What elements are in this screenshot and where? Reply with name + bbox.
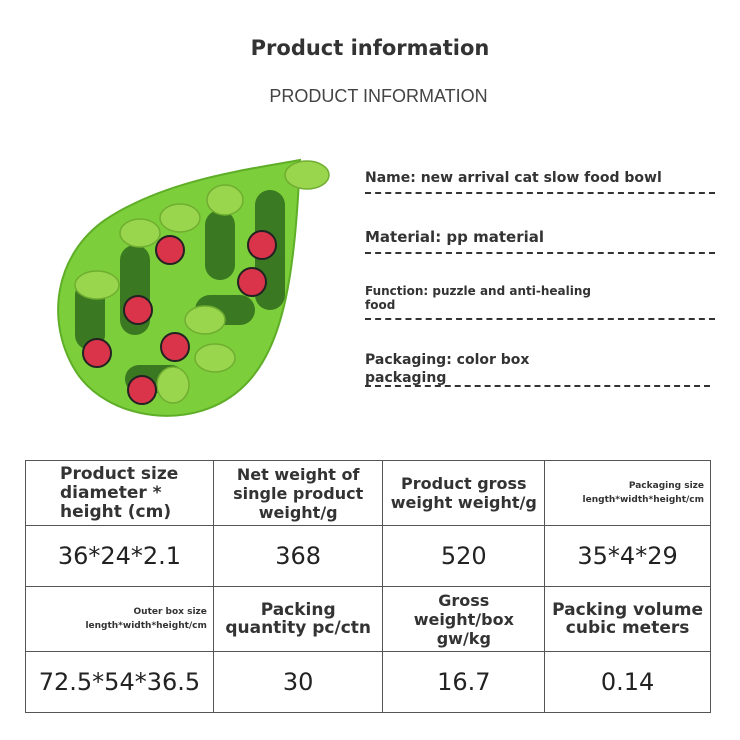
cell-packing-quantity: 30: [212, 651, 384, 713]
info-name: Name: new arrival cat slow food bowl: [365, 170, 715, 194]
cell-packaging-size: 35*4*29: [544, 525, 711, 587]
cell-product-size: 36*24*2.1: [25, 525, 214, 587]
info-name-text: Name: new arrival cat slow food bowl: [365, 170, 662, 186]
cell-packing-volume: 0.14: [544, 651, 711, 713]
header-packing-volume: Packing volume cubic meters: [544, 586, 711, 652]
header-packing-quantity: Packing quantity pc/ctn: [212, 586, 384, 652]
header-net-weight: Net weight of single product weight/g: [212, 460, 384, 526]
info-packaging: Packaging: color box packaging: [365, 351, 710, 387]
table-header-row: Product size diameter * height (cm) Net …: [25, 460, 711, 526]
info-function: Function: puzzle and anti-healing food: [365, 284, 715, 320]
header-gross-weight: Product gross weight weight/g: [382, 460, 546, 526]
cell-outer-box-size: 72.5*54*36.5: [25, 651, 214, 713]
leaf-cat-slow-feeder-image: [57, 158, 330, 417]
cell-net-weight: 368: [212, 525, 384, 587]
cell-gross-weight-box: 16.7: [382, 651, 546, 713]
divider: [365, 192, 715, 194]
page-title: Product information: [250, 36, 490, 60]
info-material-text: Material: pp material: [365, 228, 545, 246]
cell-gross-weight: 520: [382, 525, 546, 587]
header-outer-box-size: Outer box size length*width*height/cm: [25, 586, 214, 652]
table-row: 72.5*54*36.5 30 16.7 0.14: [25, 651, 711, 713]
divider: [365, 252, 715, 254]
header-product-size: Product size diameter * height (cm): [25, 460, 214, 526]
table-row: 36*24*2.1 368 520 35*4*29: [25, 525, 711, 587]
divider: [365, 318, 715, 320]
divider: [365, 385, 710, 387]
spec-table: Product size diameter * height (cm) Net …: [25, 460, 711, 713]
info-material: Material: pp material: [365, 228, 715, 254]
page-subtitle: PRODUCT INFORMATION: [269, 86, 488, 106]
info-packaging-text: Packaging: color box packaging: [365, 352, 530, 386]
table-header-row: Outer box size length*width*height/cm Pa…: [25, 586, 711, 652]
header-packaging-size: Packaging size length*width*height/cm: [544, 460, 711, 526]
header-gross-weight-box: Gross weight/box gw/kg: [382, 586, 546, 652]
info-function-text: Function: puzzle and anti-healing food: [365, 284, 591, 312]
